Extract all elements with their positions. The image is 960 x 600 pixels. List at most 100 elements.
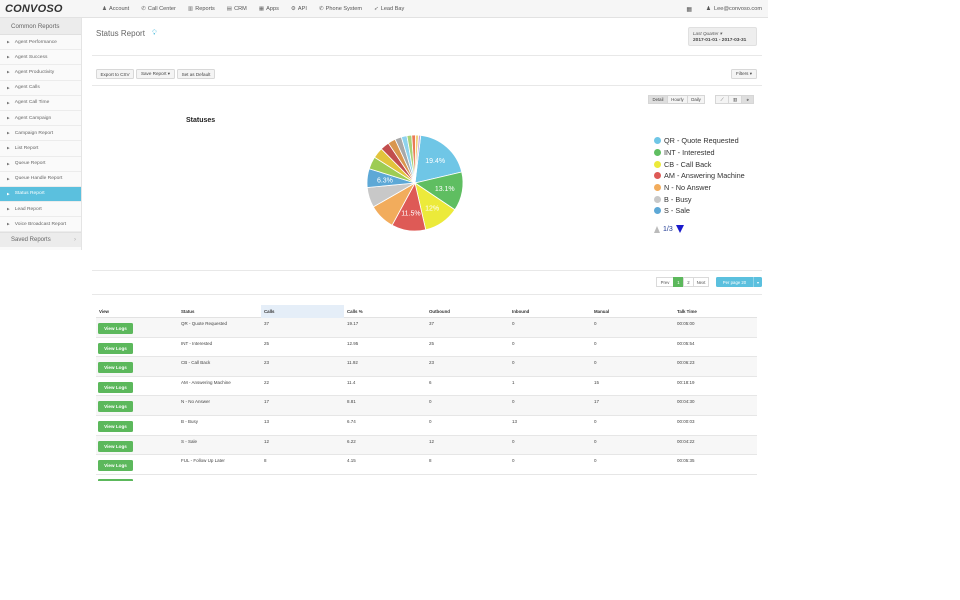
table-cell: 0 xyxy=(429,399,432,405)
sidebar-item-list-report[interactable]: ▶ List Report xyxy=(0,141,81,157)
prev-page-button[interactable]: Prev xyxy=(656,277,674,287)
sidebar-item-queue-handle-report[interactable]: ▶ Queue Handle Report xyxy=(0,172,81,187)
sidebar-item-agent-campaign[interactable]: ▶ Agent Campaign xyxy=(0,111,81,127)
table-cell: 00:05:00 xyxy=(677,321,695,326)
legend-entry[interactable]: CB - Call Back xyxy=(654,158,745,170)
hourly-toggle[interactable]: Hourly xyxy=(667,95,688,104)
sidebar-item-agent-success[interactable]: ▶ Agent Success xyxy=(0,50,81,66)
sidebar-item-agent-productivity[interactable]: ▶ Agent Productivity xyxy=(0,65,81,81)
sidebar-section-saved-reports[interactable]: Saved Reports › xyxy=(0,232,81,248)
nav-lead-bay[interactable]: ➶ Lead Bay xyxy=(374,5,405,12)
detail-toggle[interactable]: Detail xyxy=(648,95,668,104)
pie-slice[interactable] xyxy=(414,134,463,184)
legend-entry[interactable]: S - Sale xyxy=(654,205,745,217)
daily-toggle[interactable]: Daily xyxy=(687,95,705,104)
sidebar-item-agent-performance[interactable]: ▶ Agent Performance xyxy=(0,35,81,51)
bar-chart-icon[interactable]: ▥ xyxy=(728,95,742,104)
nav-crm[interactable]: ▤ CRM xyxy=(226,5,247,12)
save-report-button[interactable]: Save Report ▾ xyxy=(136,69,175,79)
table-cell: B - Busy xyxy=(181,418,199,424)
view-logs-button[interactable]: View Logs xyxy=(98,323,133,334)
view-logs-button[interactable]: View Logs xyxy=(98,420,133,432)
table-row: View Logs QR - Quote Requested 37 19.17 37 0 0… xyxy=(96,318,757,338)
sidebar-section-common-reports[interactable]: Common Reports xyxy=(0,18,81,35)
legend-entry[interactable]: INT - Interested xyxy=(654,147,745,159)
nav-apps[interactable]: ▦ Apps xyxy=(258,5,279,12)
column-header-talk-time[interactable]: Talk Time xyxy=(677,309,697,314)
calendar-icon[interactable]: ▦ xyxy=(686,6,693,13)
legend-entry[interactable]: AM - Answering Machine xyxy=(654,170,745,182)
chart-divider xyxy=(92,270,762,271)
column-header-calls[interactable]: Calls xyxy=(261,305,344,318)
send-icon: ➶ xyxy=(374,5,379,12)
caret-right-icon: ▶ xyxy=(7,146,10,151)
legend-entry[interactable]: N - No Answer xyxy=(654,182,745,194)
convoso-logo[interactable]: CONVOSO xyxy=(5,2,63,15)
sidebar-item-agent-calls[interactable]: ▶ Agent Calls xyxy=(0,81,81,96)
legend-next-icon[interactable] xyxy=(675,225,684,233)
chart-type-toggle: ⟋ ▥ ◕ xyxy=(715,95,754,104)
view-logs-button[interactable]: View Logs xyxy=(98,460,133,472)
table-cell: 11.4 xyxy=(347,379,356,385)
table-cell: 8 xyxy=(429,458,432,464)
date-range-picker[interactable]: Last Quarter ▾ 2017-01-01 - 2017-03-31 xyxy=(688,27,757,46)
sidebar-item-agent-call-time[interactable]: ▶ Agent Call Time xyxy=(0,96,81,111)
view-logs-button-partial[interactable] xyxy=(98,479,133,481)
sidebar-item-campaign-report[interactable]: ▶ Campaign Report xyxy=(0,126,81,142)
caret-right-icon: ▶ xyxy=(7,176,10,181)
next-page-button[interactable]: Next xyxy=(693,277,709,287)
sidebar-item-lead-report[interactable]: ▶ Lead Report xyxy=(0,202,81,218)
per-page-dropdown[interactable]: Per page 20 ▾ xyxy=(716,277,762,287)
sidebar-item-status-report[interactable]: ▶ Status Report xyxy=(0,186,81,203)
set-default-button[interactable]: Set as Default xyxy=(177,69,215,79)
nav-phone-system[interactable]: ✆ Phone System xyxy=(318,5,363,12)
column-header-manual[interactable]: Manual xyxy=(594,309,610,314)
sidebar-item-queue-report[interactable]: ▶ Queue Report xyxy=(0,157,81,172)
sidebar-item-label: Agent Campaign xyxy=(14,115,52,121)
legend-swatch xyxy=(654,207,661,215)
column-header-inbound[interactable]: Inbound xyxy=(512,309,530,314)
export-csv-button[interactable]: Export to CSV xyxy=(96,69,134,79)
chart-legend: QR - Quote Requested INT - Interested CB -… xyxy=(654,135,745,217)
nav-account[interactable]: ♟ Account xyxy=(102,5,130,12)
pie-chart-icon[interactable]: ◕ xyxy=(741,95,754,104)
user-email-link[interactable]: Lee@convoso.com xyxy=(714,6,762,12)
per-page-label: Per page 20 xyxy=(716,277,753,287)
column-header-view[interactable]: View xyxy=(99,309,109,314)
nav-call-center[interactable]: ✆ Call Center xyxy=(141,5,176,12)
column-header-calls-[interactable]: Calls % xyxy=(347,309,363,314)
view-logs-button[interactable]: View Logs xyxy=(98,440,133,452)
column-header-status[interactable]: Status xyxy=(181,309,195,314)
table-cell: 12.95 xyxy=(347,340,359,346)
line-chart-icon[interactable]: ⟋ xyxy=(715,95,729,104)
table-cell: 13 xyxy=(264,418,270,424)
nav-reports[interactable]: ▥ Reports xyxy=(187,5,215,12)
header-divider xyxy=(92,55,762,56)
legend-entry[interactable]: B - Busy xyxy=(654,193,745,205)
sidebar-item-label: List Report xyxy=(14,145,39,151)
table-cell: 12 xyxy=(264,438,270,444)
view-logs-button[interactable]: View Logs xyxy=(98,342,133,354)
lightbulb-icon[interactable]: 💡︎ xyxy=(151,29,157,37)
view-logs-button[interactable]: View Logs xyxy=(98,362,133,374)
table-top-divider xyxy=(92,294,762,295)
table-cell: 0 xyxy=(594,321,597,326)
pie-slice[interactable] xyxy=(414,134,422,184)
column-header-outbound[interactable]: Outbound xyxy=(429,309,450,314)
legend-entry[interactable]: QR - Quote Requested xyxy=(654,135,745,147)
legend-prev-icon[interactable] xyxy=(654,225,660,233)
sidebar-item-voice-broadcast-report[interactable]: ▶ Voice Broadcast Report xyxy=(0,217,81,233)
granularity-toggle: Detail Hourly Daily xyxy=(648,95,705,104)
legend-page-indicator: 1/3 xyxy=(663,225,673,233)
view-logs-button[interactable]: View Logs xyxy=(98,401,133,413)
legend-label: CB - Call Back xyxy=(664,159,712,169)
legend-swatch xyxy=(654,184,661,192)
bar-chart-icon: ▥ xyxy=(187,5,194,12)
nav-api[interactable]: ⚙ API xyxy=(290,5,307,12)
legend-label: B - Busy xyxy=(664,194,692,204)
table-cell: 4.15 xyxy=(347,458,356,464)
filters-button[interactable]: Filters ▾ xyxy=(731,69,757,79)
view-logs-button[interactable]: View Logs xyxy=(98,381,133,393)
table-cell: 37 xyxy=(264,321,270,326)
